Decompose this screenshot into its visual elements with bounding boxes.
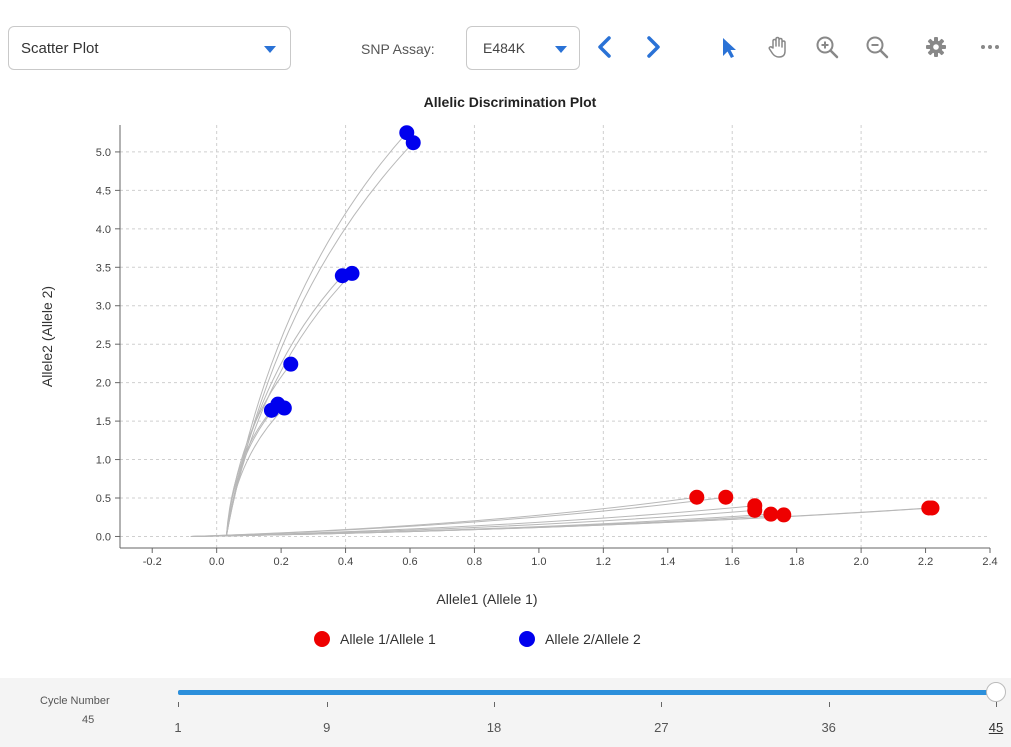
cycle-slider-tick — [178, 702, 179, 707]
legend-allele2-marker — [519, 631, 535, 647]
legend-allele1-marker — [314, 631, 330, 647]
amplification-curve — [190, 496, 726, 537]
chevron-down-icon — [264, 46, 276, 53]
allele1-point[interactable] — [718, 489, 734, 505]
y-tick-label: 2.5 — [96, 339, 111, 351]
x-tick-label: -0.2 — [143, 556, 162, 568]
plot-type-label: Scatter Plot — [21, 40, 99, 57]
amplification-curve — [190, 509, 755, 537]
x-tick-label: 0.4 — [338, 556, 353, 568]
y-tick-label: 3.5 — [96, 262, 111, 274]
cycle-slider-tick-label: 27 — [654, 720, 669, 735]
cycle-number-label: Cycle Number — [40, 695, 110, 707]
zoom-in-icon[interactable] — [812, 32, 842, 62]
amplification-curve — [225, 363, 292, 537]
allele1-point[interactable] — [689, 489, 705, 505]
chart-panel — [0, 80, 1011, 678]
y-tick-label: 0.0 — [96, 531, 111, 543]
snp-assay-value: E484K — [483, 40, 526, 56]
pan-hand-icon[interactable] — [763, 32, 793, 62]
cycle-slider-tick-label: 18 — [486, 720, 502, 735]
x-tick-label: 2.4 — [982, 556, 997, 568]
y-tick-label: 3.0 — [96, 301, 111, 313]
x-tick-label: 1.6 — [725, 556, 740, 568]
x-tick-label: 0.0 — [209, 556, 224, 568]
amplification-curve — [225, 407, 285, 537]
allele1-point[interactable] — [747, 502, 763, 518]
y-tick-label: 5.0 — [96, 147, 111, 159]
allele2-point[interactable] — [283, 356, 299, 372]
cycle-slider-fill — [178, 690, 996, 695]
allele1-point[interactable] — [776, 507, 792, 523]
chevron-right-icon[interactable] — [638, 32, 668, 62]
amplification-curve — [225, 273, 353, 537]
snp-assay-dropdown[interactable]: E484K — [466, 26, 580, 70]
cycle-slider-thumb[interactable] — [986, 682, 1006, 702]
pointer-icon[interactable] — [714, 32, 744, 62]
x-tick-label: 0.8 — [467, 556, 482, 568]
allele2-point[interactable] — [405, 135, 421, 151]
legend-allele1-label: Allele 1/Allele 1 — [340, 631, 436, 647]
x-tick-label: 1.4 — [660, 556, 675, 568]
cycle-slider-tick-label: 45 — [988, 720, 1004, 735]
y-axis-label: Allele2 (Allele 2) — [39, 286, 55, 387]
allele1-point[interactable] — [763, 506, 779, 522]
snp-assay-label: SNP Assay: — [361, 41, 435, 57]
allele2-point[interactable] — [344, 265, 360, 281]
amplification-curve — [225, 142, 414, 537]
cycle-slider-tick — [326, 702, 328, 707]
cycle-slider-tick — [661, 702, 663, 707]
zoom-out-icon[interactable] — [862, 32, 892, 62]
cycle-slider-tick-label: 9 — [323, 720, 331, 735]
allele1-point[interactable] — [924, 500, 940, 516]
x-tick-label: 1.8 — [789, 556, 804, 568]
y-tick-label: 1.0 — [96, 455, 111, 467]
y-tick-label: 4.0 — [96, 224, 111, 236]
chart-title: Allelic Discrimination Plot — [424, 94, 597, 110]
cycle-number-value: 45 — [82, 714, 95, 726]
cycle-slider-track[interactable] — [178, 690, 996, 695]
legend-allele2-label: Allele 2/Allele 2 — [545, 631, 641, 647]
x-tick-label: 2.2 — [918, 556, 933, 568]
amplification-curve — [225, 410, 272, 537]
x-tick-label: 1.0 — [531, 556, 546, 568]
cycle-slider-tick-label: 36 — [821, 720, 836, 735]
chevron-left-icon[interactable] — [590, 32, 620, 62]
y-tick-label: 2.0 — [96, 378, 111, 390]
chevron-down-icon — [555, 46, 567, 53]
more-icon[interactable] — [975, 32, 1005, 62]
y-tick-label: 0.5 — [96, 493, 111, 505]
allelic-discrimination-chart[interactable]: Allelic Discrimination Plot -0.2 0.0 0.2 0.4… — [0, 80, 1011, 678]
x-tick-label: 0.6 — [402, 556, 417, 568]
plot-type-dropdown[interactable]: Scatter Plot — [8, 26, 291, 70]
cycle-slider-tick — [996, 702, 997, 707]
x-tick-label: 0.2 — [273, 556, 288, 568]
x-tick-label: 1.2 — [596, 556, 611, 568]
cycle-slider-tick-label: 1 — [174, 720, 182, 735]
cycle-slider-tick — [828, 702, 830, 707]
y-tick-label: 4.5 — [96, 185, 111, 197]
x-tick-label: 2.0 — [853, 556, 868, 568]
toolbar: Scatter Plot SNP Assay: E484K — [0, 0, 1011, 80]
allele2-point[interactable] — [276, 400, 292, 416]
amplification-curve — [225, 132, 408, 537]
x-axis-label: Allele1 (Allele 1) — [436, 591, 537, 607]
amplification-curve — [190, 507, 933, 537]
cycle-bar — [0, 678, 1011, 747]
cycle-slider-tick — [494, 702, 496, 707]
y-tick-label: 1.5 — [96, 416, 111, 428]
gear-icon[interactable] — [921, 32, 951, 62]
